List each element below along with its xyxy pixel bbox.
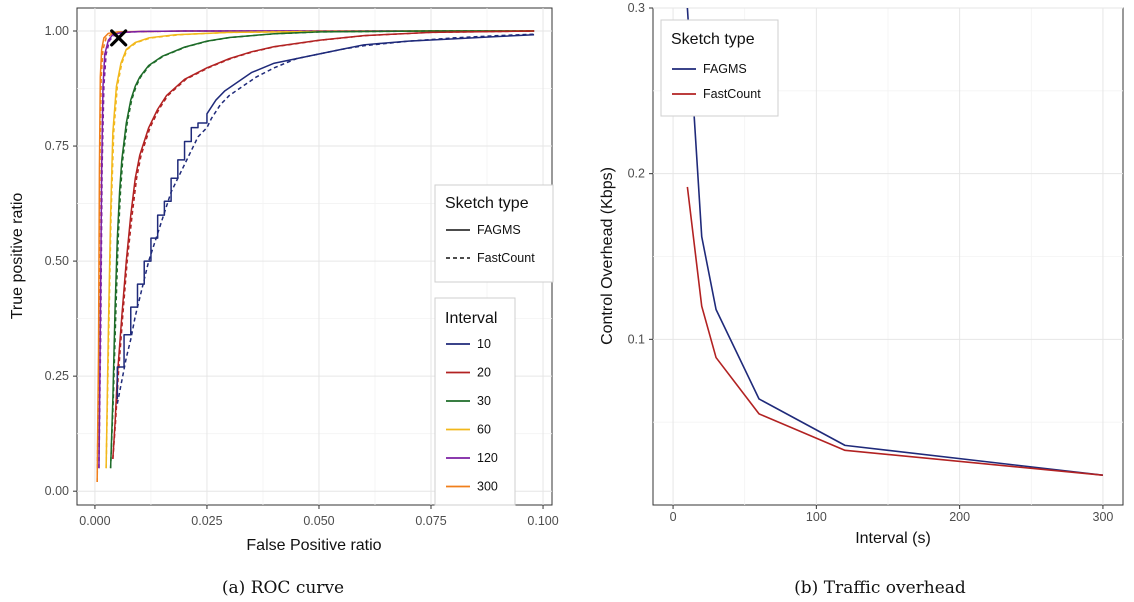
- roc-series-120-fastcount: [98, 30, 535, 469]
- overhead-y-ticks: 0.1 0.2 0.3: [628, 1, 653, 346]
- overhead-series-fagms: [686, 7, 1104, 476]
- roc-x-tick-label: 0.050: [303, 514, 334, 528]
- roc-linetype-legend-title: Sketch type: [445, 195, 529, 212]
- roc-linetype-legend: Sketch type FAGMS FastCount: [434, 184, 554, 283]
- roc-x-tick-label: 0.100: [527, 514, 558, 528]
- overhead-legend-label-fastcount: FastCount: [703, 87, 761, 101]
- roc-y-tick-label: 0.00: [45, 484, 69, 498]
- overhead-y-tick-label: 0.2: [628, 167, 645, 181]
- overhead-x-tick-label: 300: [1093, 510, 1114, 524]
- roc-x-marker: [110, 29, 128, 47]
- legend-interval-label-300: 300: [477, 480, 498, 494]
- overhead-y-axis-title: Control Overhead (Kbps): [599, 167, 616, 345]
- overhead-x-tick-label: 100: [806, 510, 827, 524]
- roc-y-axis-title: True positive ratio: [9, 193, 26, 320]
- legend-interval-label-30: 30: [477, 394, 491, 408]
- roc-y-tick-label: 0.25: [45, 369, 69, 383]
- roc-y-ticks: 0.00 0.25 0.50 0.75 1.00: [45, 24, 77, 498]
- roc-series-20-fastcount: [112, 30, 535, 460]
- roc-y-tick-label: 0.50: [45, 254, 69, 268]
- roc-series-10-fagms: [116, 33, 535, 400]
- overhead-x-axis-title: Interval (s): [855, 530, 931, 547]
- roc-y-tick-label: 0.75: [45, 139, 69, 153]
- overhead-chart: 0 100 200 300 0.1 0.2 0.3 Interval (s) Contro…: [599, 1, 1124, 547]
- roc-series-60-fastcount: [105, 30, 535, 469]
- overhead-legend-label-fagms: FAGMS: [703, 62, 747, 76]
- legend-interval-label-20: 20: [477, 366, 491, 380]
- roc-x-ticks: 0.000 0.025 0.050 0.075 0.100: [79, 505, 559, 528]
- legend-fastcount-label: FastCount: [477, 251, 535, 265]
- overhead-legend: Sketch type FAGMS FastCount: [660, 19, 779, 117]
- overhead-x-tick-label: 0: [670, 510, 677, 524]
- overhead-series-group: [686, 7, 1104, 476]
- roc-interval-legend-title: Interval: [445, 310, 497, 327]
- roc-y-tick-label: 1.00: [45, 24, 69, 38]
- roc-series-30-fagms: [109, 30, 535, 469]
- caption-roc: (a) ROC curve: [222, 578, 344, 598]
- roc-x-tick-label: 0.025: [191, 514, 222, 528]
- legend-interval-label-10: 10: [477, 337, 491, 351]
- overhead-y-tick-label: 0.3: [628, 1, 645, 15]
- overhead-gridlines: [653, 7, 1123, 505]
- overhead-series-fastcount: [686, 186, 1104, 476]
- roc-series-30-fastcount: [109, 30, 535, 469]
- roc-x-axis-title: False Positive ratio: [246, 537, 381, 554]
- roc-x-marker-glyph: [110, 29, 128, 47]
- overhead-x-ticks: 0 100 200 300: [670, 505, 1114, 524]
- overhead-y-tick-label: 0.1: [628, 332, 645, 346]
- roc-x-tick-label: 0.075: [415, 514, 446, 528]
- roc-series-10-fastcount: [116, 33, 535, 404]
- caption-traffic: (b) Traffic overhead: [794, 578, 966, 598]
- legend-fagms-label: FAGMS: [477, 223, 521, 237]
- legend-interval-label-60: 60: [477, 423, 491, 437]
- overhead-x-tick-label: 200: [949, 510, 970, 524]
- overhead-legend-title: Sketch type: [671, 31, 755, 48]
- roc-interval-legend: Interval 10 20 30 60 120 300: [434, 297, 516, 506]
- roc-x-tick-label: 0.000: [79, 514, 110, 528]
- roc-series-group: [96, 30, 535, 483]
- roc-chart: 0.000 0.025 0.050 0.075 0.100 0.000.250.500.…: [9, 7, 559, 554]
- legend-interval-label-120: 120: [477, 451, 498, 465]
